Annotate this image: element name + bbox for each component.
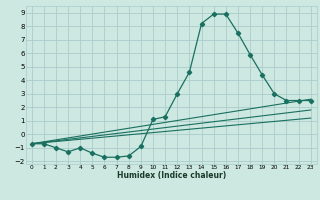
X-axis label: Humidex (Indice chaleur): Humidex (Indice chaleur) xyxy=(116,171,226,180)
